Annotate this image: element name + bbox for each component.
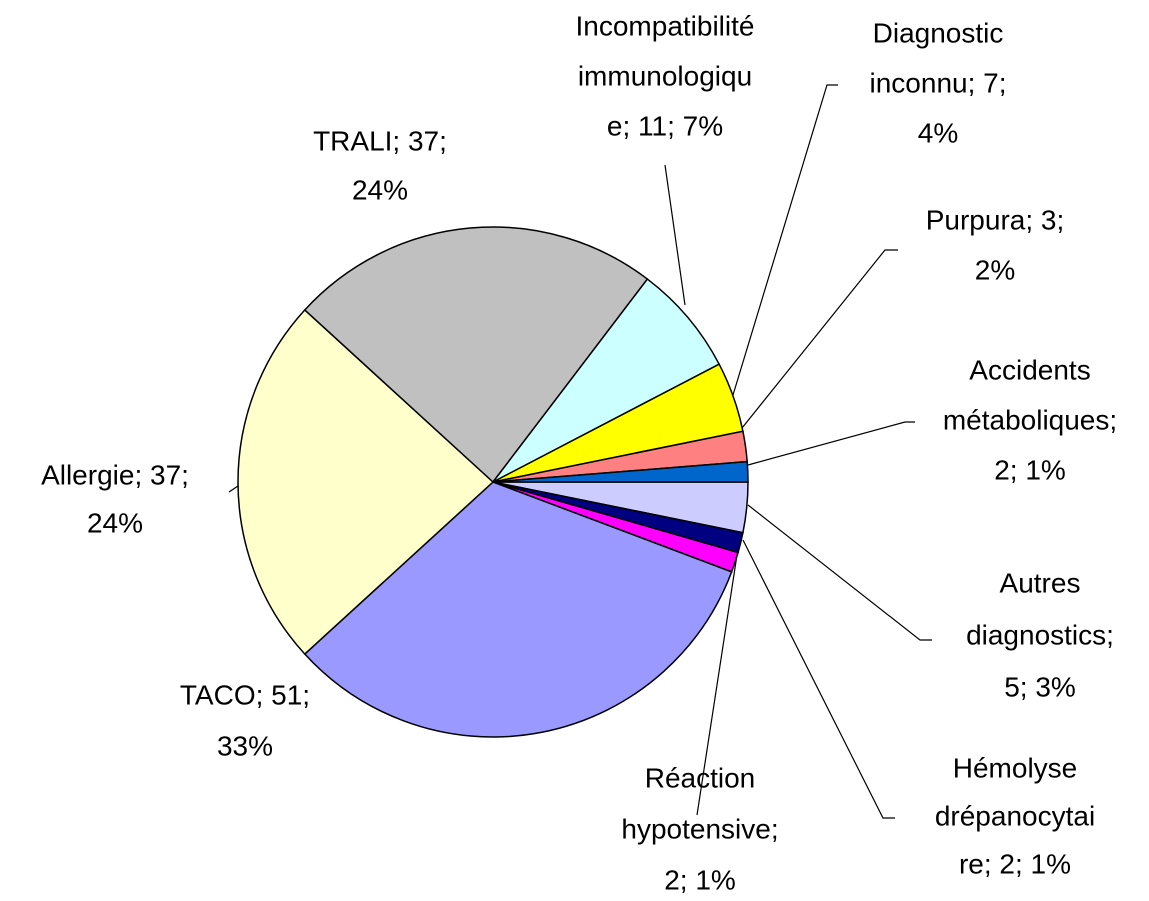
data-label: hypotensive; (621, 813, 778, 844)
data-label: TRALI; 37; (313, 125, 447, 156)
data-label: Réaction (645, 762, 756, 793)
leader-line (747, 504, 932, 641)
data-label: 24% (352, 174, 408, 205)
data-label: Hémolyse (953, 752, 1077, 783)
data-label: métaboliques; (943, 404, 1117, 435)
leader-line (696, 554, 738, 816)
data-label: TACO; 51; (180, 679, 310, 710)
leader-line (742, 539, 895, 819)
leader-line (747, 421, 915, 466)
data-label: immunologiqu (578, 60, 752, 91)
data-label: e; 11; 7% (607, 110, 723, 141)
data-label: Purpura; 3; (926, 204, 1065, 235)
data-label: Incompatibilité (576, 10, 755, 41)
data-label: 33% (217, 730, 273, 761)
pie-slice (492, 460, 749, 483)
data-label: Accidents (969, 354, 1090, 385)
leader-line (664, 164, 686, 306)
leader-line (741, 249, 898, 429)
pie-slice (237, 308, 495, 656)
data-label: 5; 3% (1004, 671, 1076, 702)
data-label: 4% (918, 117, 958, 148)
data-label: 2; 1% (994, 454, 1066, 485)
pie-slice (303, 481, 733, 738)
data-label: drépanocytai (935, 800, 1095, 831)
data-label: 24% (87, 507, 143, 538)
data-label: inconnu; 7; (870, 67, 1007, 98)
data-label: Autres (1000, 567, 1081, 598)
data-label: Allergie; 37; (41, 459, 189, 490)
data-label: re; 2; 1% (959, 848, 1071, 879)
pie-slice (303, 226, 649, 484)
leader-line (228, 485, 239, 493)
data-label: 2% (975, 254, 1015, 285)
data-label: 2; 1% (664, 864, 736, 895)
leader-line (732, 84, 838, 396)
data-label: diagnostics; (966, 619, 1114, 650)
pie-slice (492, 277, 721, 483)
data-label: Diagnostic (873, 17, 1004, 48)
